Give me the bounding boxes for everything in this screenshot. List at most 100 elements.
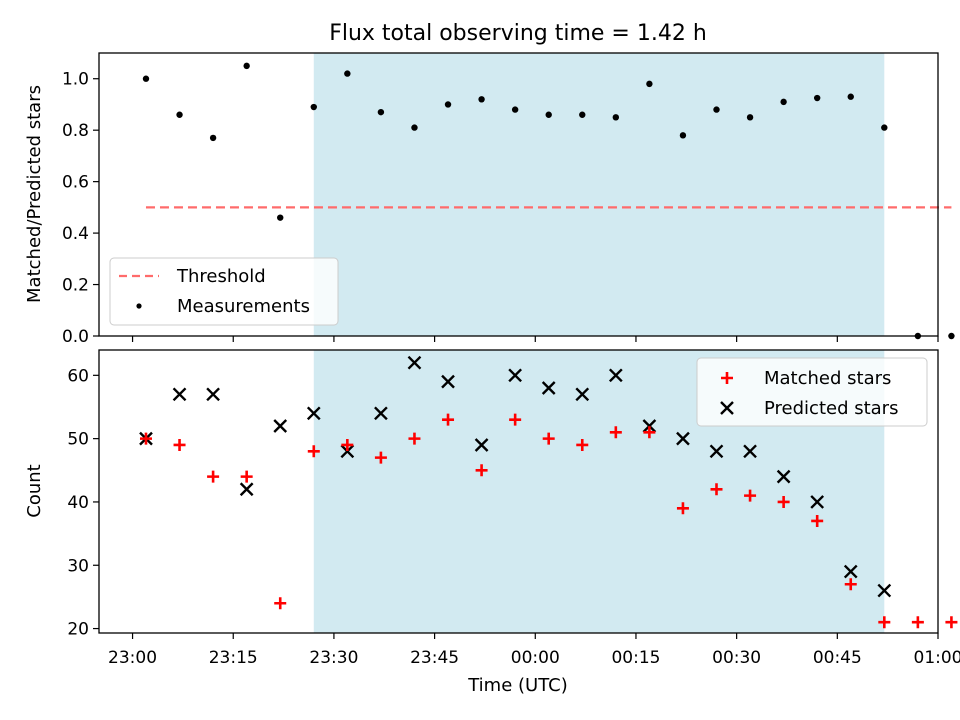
measurement-point	[881, 124, 888, 131]
matched-stars-point	[911, 616, 924, 629]
matched-stars-point	[643, 426, 656, 439]
matched-stars-point	[173, 438, 186, 451]
matched-stars-point	[844, 578, 857, 591]
legend-measurements-swatch	[136, 303, 142, 309]
legend-predicted-label: Predicted stars	[764, 398, 898, 419]
measurement-point	[310, 103, 317, 111]
top-legend: Threshold Measurements	[109, 257, 339, 326]
predicted-stars-point	[172, 387, 187, 402]
x-tick-label: 23:00	[108, 648, 157, 668]
matched-stars-point	[408, 432, 421, 445]
measurement-point	[780, 98, 787, 106]
matched-stars-point	[509, 413, 522, 426]
predicted-stars-point	[474, 438, 489, 452]
matched-stars-point	[811, 514, 824, 527]
x-tick-label: 00:15	[611, 648, 660, 668]
predicted-stars-point	[273, 419, 288, 433]
bottom-panel-frame	[98, 349, 939, 634]
predicted-stars-point	[743, 444, 757, 459]
y-tick-label: 0.2	[62, 276, 89, 296]
measurement-point	[612, 114, 620, 121]
x-tick-label: 23:30	[309, 648, 358, 668]
predicted-stars-point	[508, 368, 522, 383]
bottom-legend: Matched stars Predicted stars	[696, 357, 928, 427]
matched-stars-point	[307, 445, 320, 458]
measurement-point	[243, 62, 250, 70]
y-tick-label: 0.4	[62, 224, 89, 244]
predicted-stars-point	[709, 444, 724, 459]
measurement-point	[277, 214, 284, 221]
matched-stars-point	[576, 438, 589, 451]
top-series-marks	[142, 62, 955, 340]
y-tick-label: 30	[67, 556, 89, 576]
measurement-point	[444, 101, 452, 108]
y-tick-label: 0.8	[62, 121, 89, 141]
matched-stars-point	[676, 502, 689, 515]
y-tick-label: 60	[67, 366, 89, 386]
measurement-point	[579, 111, 586, 118]
measurement-point	[142, 75, 150, 82]
matched-stars-point	[374, 451, 387, 464]
measurement-point	[646, 80, 653, 88]
predicted-stars-point	[810, 495, 825, 509]
matched-stars-point	[207, 470, 220, 483]
measurement-point	[411, 124, 418, 131]
matched-stars-point	[609, 426, 622, 439]
x-tick-label: 23:45	[410, 648, 459, 668]
predicted-stars-point	[608, 368, 623, 383]
measurement-point	[746, 114, 754, 121]
matched-stars-point	[945, 616, 958, 629]
top-y-axis: 0.0 0.2 0.4 0.6 0.8 1.0	[62, 70, 99, 347]
chart-title: Flux total observing time = 1.42 h	[329, 21, 707, 46]
predicted-stars-point	[541, 381, 556, 395]
predicted-stars-point	[374, 406, 388, 421]
matched-stars-point	[341, 438, 354, 451]
legend-threshold-label: Threshold	[176, 266, 266, 287]
y-tick-label: 40	[67, 493, 89, 513]
top-panel-shaded-span	[313, 53, 885, 336]
bottom-x-axis: 23:00 23:15 23:30 23:45 00:00 00:15 00:30 00:45…	[108, 633, 960, 668]
top-legend-box	[109, 257, 339, 326]
y-tick-label: 50	[67, 430, 89, 450]
y-tick-label: 1.0	[62, 70, 89, 90]
predicted-stars-point	[239, 482, 254, 497]
x-axis-label: Time (UTC)	[467, 675, 568, 696]
matched-stars-point	[542, 432, 555, 445]
top-y-axis-label: Matched/Predicted stars	[24, 85, 45, 303]
x-tick-label: 23:15	[209, 648, 258, 668]
predicted-stars-point	[340, 444, 355, 459]
matched-stars-point	[744, 489, 757, 502]
measurement-point	[176, 111, 183, 118]
predicted-stars-point	[843, 564, 858, 579]
x-tick-label: 00:00	[511, 648, 560, 668]
legend-matched-swatch	[721, 372, 733, 384]
predicted-stars-point	[206, 387, 220, 402]
legend-matched-label: Matched stars	[764, 368, 891, 389]
measurement-point	[679, 132, 687, 139]
measurement-point	[511, 106, 519, 113]
y-tick-label: 20	[67, 620, 89, 640]
bottom-y-axis: 20 30 40 50 60	[67, 366, 99, 640]
predicted-stars-point	[642, 419, 657, 433]
measurement-point	[209, 134, 217, 142]
predicted-stars-point	[407, 355, 422, 370]
matched-stars-point	[274, 597, 287, 610]
y-tick-label: 0.0	[62, 327, 89, 347]
predicted-stars-point	[676, 431, 690, 446]
measurement-point	[478, 96, 485, 103]
top-x-axis-ticks	[131, 336, 939, 342]
matched-stars-point	[878, 616, 891, 629]
bottom-series-marks	[139, 355, 958, 629]
x-tick-label: 01:00	[914, 648, 960, 668]
predicted-stars-point	[877, 583, 892, 598]
measurement-point	[545, 111, 552, 118]
bottom-y-axis-label: Count	[24, 464, 45, 517]
predicted-stars-point	[776, 469, 791, 484]
measurement-point	[713, 106, 720, 113]
matched-stars-point	[710, 483, 723, 496]
matched-stars-point	[240, 470, 253, 483]
legend-predicted-swatch	[720, 401, 734, 415]
measurement-point	[377, 108, 385, 116]
x-tick-label: 00:45	[813, 648, 862, 668]
